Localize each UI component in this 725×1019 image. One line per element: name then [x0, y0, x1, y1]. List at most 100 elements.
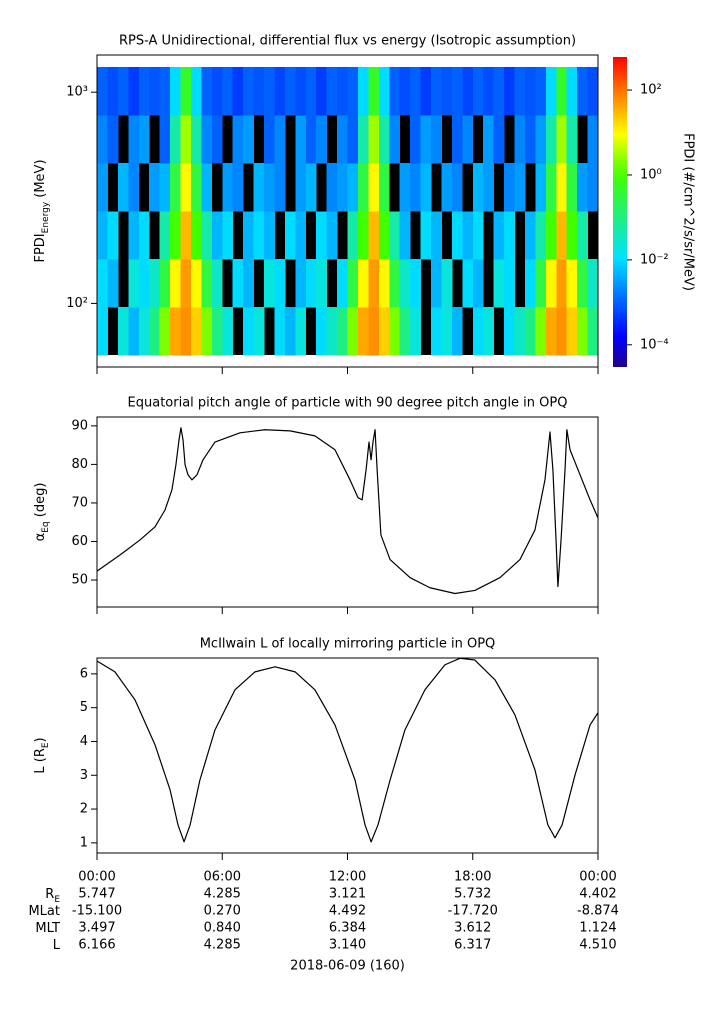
y-tick-label: 6: [80, 666, 88, 681]
heatmap-cell: [117, 307, 129, 356]
heatmap-cell: [316, 259, 328, 308]
heatmap-cell: [535, 67, 547, 116]
heatmap-cell: [441, 307, 453, 356]
heatmap-cell: [368, 115, 380, 164]
heatmap-cell: [201, 67, 213, 116]
heatmap-cell: [577, 163, 588, 212]
heatmap-cell: [441, 67, 453, 116]
heatmap-cell: [138, 259, 150, 308]
heatmap-cell: [357, 259, 369, 308]
chart-title: McIlwain L of locally mirroring particle…: [200, 637, 496, 652]
heatmap-cell: [535, 307, 547, 356]
heatmap-cell: [305, 163, 317, 212]
heatmap-cell: [180, 259, 192, 308]
heatmap-cell: [410, 307, 421, 356]
heatmap-cell: [201, 307, 213, 356]
chart-title: RPS-A Unidirectional, differential flux …: [119, 34, 576, 49]
heatmap-cell: [159, 211, 171, 260]
heatmap-cell: [483, 307, 495, 356]
label-part: MLat: [28, 904, 60, 919]
heatmap-cell: [545, 259, 557, 308]
heatmap-cell: [170, 163, 181, 212]
heatmap-cell: [441, 163, 453, 212]
heatmap-cell: [566, 67, 578, 116]
heatmap-cell: [524, 259, 536, 308]
heatmap-cell: [431, 115, 442, 164]
label-part: (deg): [33, 483, 48, 522]
heatmap-cell: [587, 259, 599, 308]
heatmap-cell: [566, 211, 578, 260]
y-axis-label: FPDIEnergy (MeV): [33, 159, 51, 262]
heatmap-cell: [504, 163, 515, 212]
data-line: [96, 427, 599, 595]
ephemeris-value: 3.140: [329, 938, 366, 953]
heatmap-cell: [180, 307, 192, 356]
heatmap-cell: [556, 163, 568, 212]
heatmap-cell: [337, 307, 348, 356]
heatmap-cell: [357, 115, 369, 164]
heatmap-cell: [378, 115, 390, 164]
heatmap-cell: [410, 115, 421, 164]
y-tick-label: 10²: [66, 296, 88, 311]
heatmap-cell: [587, 163, 599, 212]
heatmap-cell: [180, 115, 192, 164]
heatmap-cell: [368, 67, 380, 116]
heatmap-cell: [211, 259, 223, 308]
heatmap-cell: [378, 211, 390, 260]
heatmap-cell: [284, 211, 296, 260]
heatmap-cell: [399, 259, 411, 308]
heatmap-cell: [211, 307, 223, 356]
heatmap-cell: [149, 67, 161, 116]
y-tick-label: 1: [80, 835, 88, 850]
heatmap-cell: [493, 67, 505, 116]
y-tick-label: 5: [80, 700, 88, 715]
label-part: α: [33, 533, 48, 542]
heatmap-cell: [201, 259, 213, 308]
heatmap-cell: [222, 307, 234, 356]
heatmap-cell: [180, 67, 192, 116]
label-part: L: [53, 938, 61, 953]
heatmap-cell: [97, 115, 108, 164]
heatmap-cell: [389, 259, 401, 308]
heatmap-cell: [232, 259, 244, 308]
heatmap-cell: [97, 211, 108, 260]
heatmap-cell: [337, 259, 348, 308]
heatmap-cell: [316, 115, 328, 164]
heatmap-cell: [368, 163, 380, 212]
heatmap-cell: [337, 163, 348, 212]
heatmap-cell: [274, 115, 286, 164]
heatmap-cell: [566, 115, 578, 164]
heatmap-cell: [295, 115, 307, 164]
heatmap-cell: [462, 115, 474, 164]
heatmap-cell: [566, 307, 578, 356]
heatmap-cell: [253, 211, 265, 260]
heatmap-cell: [535, 163, 547, 212]
colorbar-label: FPDI (#/cm^2/s/sr/MeV): [681, 133, 696, 291]
y-tick-label: 90: [71, 418, 88, 433]
label-part: ): [33, 737, 48, 742]
heatmap-cell: [264, 115, 275, 164]
heatmap-cell: [410, 163, 421, 212]
date-label: 2018-06-09 (160): [290, 959, 405, 974]
label-part: MLT: [35, 921, 60, 936]
heatmap-cell: [472, 259, 484, 308]
ephemeris-value: 0.270: [204, 904, 241, 919]
heatmap-cell: [211, 67, 223, 116]
heatmap-cell: [326, 211, 338, 260]
heatmap-cell: [97, 259, 108, 308]
y-tick-label: 80: [71, 457, 88, 472]
heatmap-cell: [170, 307, 181, 356]
y-tick-label: 2: [80, 802, 88, 817]
heatmap-cell: [420, 67, 432, 116]
heatmap-cell: [556, 259, 568, 308]
heatmap-cell: [431, 211, 442, 260]
ephemeris-value: 6.384: [329, 921, 366, 936]
ephemeris-value: 4.285: [204, 887, 241, 902]
heatmap-cell: [190, 115, 202, 164]
heatmap-cell: [410, 67, 421, 116]
heatmap-cell: [389, 67, 401, 116]
heatmap-cell: [535, 211, 547, 260]
heatmap-cell: [493, 259, 505, 308]
heatmap-cell: [556, 211, 568, 260]
colorbar-tick-label: 10⁰: [640, 167, 662, 182]
